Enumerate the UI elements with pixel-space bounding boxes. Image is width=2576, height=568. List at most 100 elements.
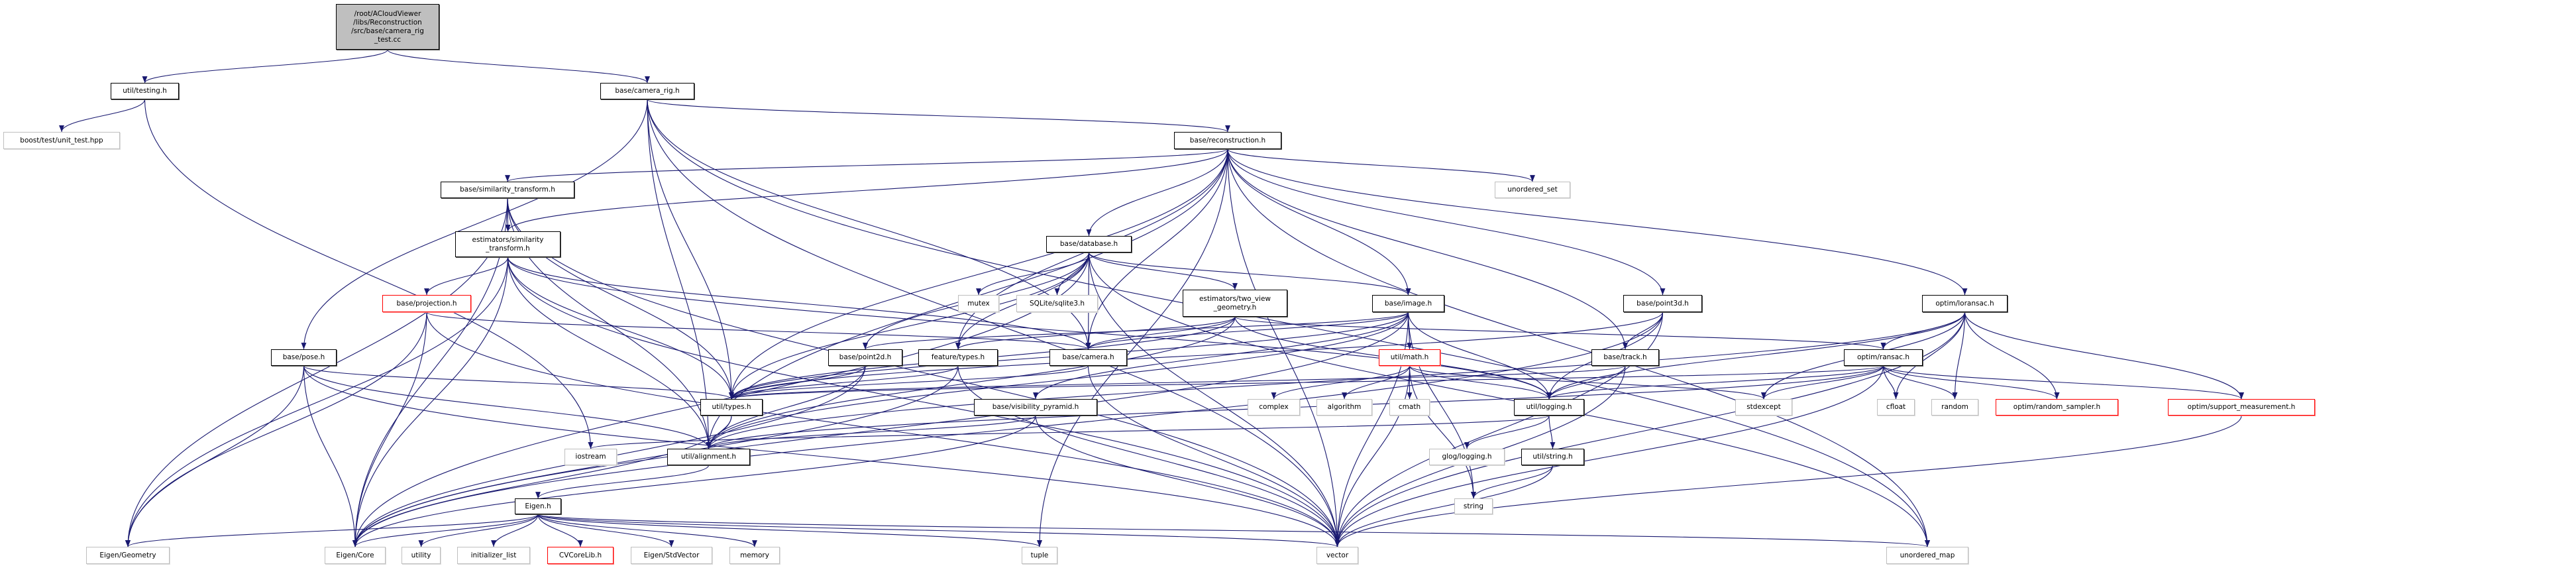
node-testing[interactable]: util/testing.h <box>111 83 179 99</box>
edge-sim_tf-to-types <box>507 198 734 400</box>
edge-image-to-camera <box>1085 312 1409 350</box>
node-point2d[interactable]: base/point2d.h <box>828 349 902 366</box>
edge-camera_rig-to-types <box>647 99 734 400</box>
node-complex: complex <box>1248 399 1300 416</box>
edge-projection-to-camera <box>426 312 1091 350</box>
edge-est_sim_tf-to-alignment <box>507 256 712 449</box>
edge-two_view-to-alignment <box>706 316 1236 449</box>
node-cfloat: cfloat <box>1877 399 1915 416</box>
node-sqlite: SQLite/sqlite3.h <box>1016 295 1098 312</box>
node-vector: vector <box>1316 547 1358 564</box>
edge-ransac-to-vector <box>1334 365 1884 547</box>
edge-image-to-logging <box>1407 312 1552 400</box>
node-sim-tf[interactable]: base/similarity_transform.h <box>441 182 574 198</box>
edge-est_sim_tf-to-types <box>507 256 734 400</box>
edge-database-to-mutex <box>976 252 1090 296</box>
node-tuple: tuple <box>1022 547 1057 564</box>
node-random-sampler[interactable]: optim/random_sampler.h <box>1996 399 2118 416</box>
edge-sim_tf-to-core <box>352 198 508 547</box>
node-pose[interactable]: base/pose.h <box>271 349 337 366</box>
edge-est_sim_tf-to-projection <box>424 256 509 296</box>
node-string: string <box>1454 498 1493 514</box>
node-loransac[interactable]: optim/loransac.h <box>1922 295 2008 312</box>
edge-ransac-to-types <box>729 365 1884 400</box>
edge-image-to-point2d <box>863 312 1409 350</box>
edge-image-to-core <box>352 312 1409 547</box>
node-point3d[interactable]: base/point3d.h <box>1623 295 1702 312</box>
edge-track-to-logging <box>1546 365 1626 400</box>
edge-reconstruction-to-track <box>1227 148 1628 350</box>
edge-eigen_h-to-geometry <box>125 514 539 547</box>
edge-est_sim_tf-to-geometry <box>125 256 509 547</box>
edge-root-to-camera_rig <box>387 49 650 84</box>
node-support[interactable]: optim/support_measurement.h <box>2168 399 2315 416</box>
edge-sim_tf-to-vector <box>507 198 1340 547</box>
node-algorithm: algorithm <box>1316 399 1372 416</box>
edge-camera_rig-to-vector <box>647 99 1340 547</box>
edge-pose-to-geometry <box>125 365 305 547</box>
edge-camera_rig-to-pose <box>301 99 648 350</box>
node-memory: memory <box>729 547 780 564</box>
node-two-view[interactable]: estimators/two_view _geometry.h <box>1183 290 1287 317</box>
edge-sim_tf-to-geometry <box>125 198 508 547</box>
edge-point3d-to-vector <box>1334 312 1664 547</box>
node-database[interactable]: base/database.h <box>1046 236 1132 253</box>
edge-ransac-to-stdexcept <box>1761 365 1884 400</box>
node-projection[interactable]: base/projection.h <box>382 295 471 312</box>
edge-image-to-string <box>1407 312 1476 499</box>
edge-feature_types-to-vector <box>957 365 1340 547</box>
node-eigen-h[interactable]: Eigen.h <box>515 498 561 514</box>
node-camera[interactable]: base/camera.h <box>1049 349 1127 366</box>
edge-eigen_h-to-utility <box>418 514 539 547</box>
edge-math-to-logging <box>1409 365 1552 400</box>
node-root[interactable]: /root/ACloudViewer /libs/Reconstruction … <box>336 4 439 50</box>
node-reconstruction[interactable]: base/reconstruction.h <box>1174 132 1281 149</box>
edge-camera-to-vector <box>1087 365 1340 547</box>
edge-eigen_h-to-stdvector <box>537 514 674 547</box>
node-logging[interactable]: util/logging.h <box>1514 399 1584 416</box>
node-est-sim-tf[interactable]: estimators/similarity _transform.h <box>455 231 561 257</box>
node-ransac[interactable]: optim/ransac.h <box>1844 349 1923 366</box>
node-iostream: iostream <box>564 449 617 465</box>
node-vis-pyr[interactable]: base/visibility_pyramid.h <box>974 399 1097 416</box>
edge-alignment-to-eigen_h <box>535 465 710 499</box>
edge-math-to-complex <box>1271 365 1411 400</box>
node-image[interactable]: base/image.h <box>1372 295 1444 312</box>
node-cvcorelib[interactable]: CVCoreLib.h <box>547 547 614 564</box>
node-geometry: Eigen/Geometry <box>86 547 170 564</box>
edge-eigen_h-to-tuple <box>537 514 1042 547</box>
edge-ransac-to-logging <box>1546 365 1884 400</box>
edge-projection-to-geometry <box>125 312 427 547</box>
edge-reconstruction-to-sim_tf <box>505 148 1228 182</box>
node-types[interactable]: util/types.h <box>700 399 763 416</box>
edge-reconstruction-to-database <box>1086 148 1228 237</box>
node-feature-types[interactable]: feature/types.h <box>918 349 998 366</box>
edge-pose-to-core <box>303 365 358 547</box>
edge-reconstruction-to-loransac <box>1227 148 1968 296</box>
edge-two_view-to-feature_types <box>955 316 1236 350</box>
edge-feature_types-to-types <box>729 365 959 400</box>
edge-est_sim_tf-to-vector <box>507 256 1340 547</box>
edge-database-to-types <box>729 252 1090 400</box>
node-string-h[interactable]: util/string.h <box>1521 449 1584 465</box>
edge-vis_pyr-to-alignment <box>706 415 1036 449</box>
node-math[interactable]: util/math.h <box>1379 349 1440 366</box>
edge-eigen_h-to-cvcorelib <box>537 514 583 547</box>
edge-math-to-string <box>1409 365 1476 499</box>
edge-reconstruction-to-point3d <box>1227 148 1666 296</box>
edge-logging-to-string_h <box>1548 415 1556 449</box>
edge-pose-to-types <box>303 365 734 400</box>
node-track[interactable]: base/track.h <box>1591 349 1659 366</box>
node-random: random <box>1931 399 1978 416</box>
node-mutex: mutex <box>958 295 999 312</box>
edge-reconstruction-to-unordered_set <box>1227 148 1535 182</box>
node-camera-rig[interactable]: base/camera_rig.h <box>600 83 694 99</box>
edge-reconstruction-to-tuple <box>1037 148 1228 547</box>
edge-pose-to-vector <box>303 365 1340 547</box>
node-utility: utility <box>402 547 441 564</box>
edge-reconstruction-to-unordered_map <box>1227 148 1930 547</box>
node-alignment[interactable]: util/alignment.h <box>667 449 750 465</box>
edge-two_view-to-camera <box>1085 316 1236 350</box>
